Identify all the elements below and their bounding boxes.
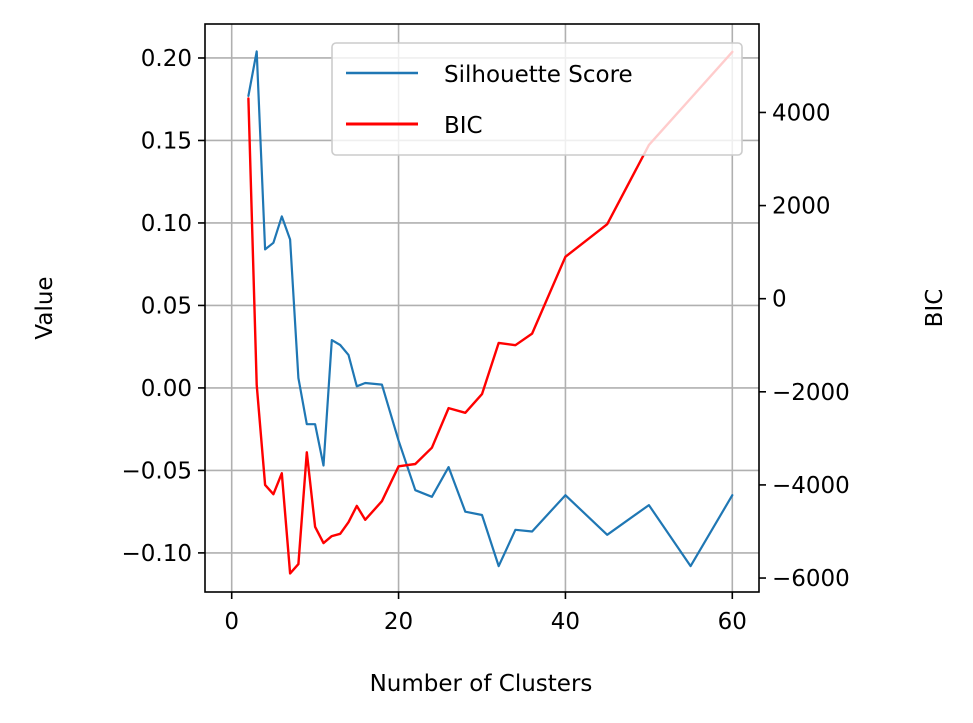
x-tick-label: 0 [224,609,239,635]
x-tick-label: 60 [718,609,747,635]
y-tick-label: 0.15 [141,128,192,154]
y-tick-label: 0.10 [141,211,192,237]
y2-axis-title: BIC [922,289,948,328]
x-axis-title: Number of Clusters [370,671,593,697]
legend-label-silhouette: Silhouette Score [444,62,633,88]
plot-area [247,50,734,575]
y2-tick-label: 4000 [772,100,831,126]
legend-label-bic: BIC [444,113,483,139]
y-tick-label: −0.05 [122,458,192,484]
legend: Silhouette Score BIC [331,42,743,156]
y-tick-label: 0.20 [141,46,192,72]
bic-line [247,50,734,575]
y-axis-title: Value [32,276,58,339]
x-tick-label: 40 [551,609,580,635]
silhouette-score-line [247,50,734,568]
legend-box [331,42,743,156]
y2-tick-label: −6000 [772,566,850,592]
axes: 0 20 40 60 −0.10 −0.05 0.00 0.05 0.10 0.15 0.20 −60… [122,46,850,635]
y-tick-label: −0.10 [122,541,192,567]
y2-tick-label: −4000 [772,473,850,499]
y2-tick-label: 2000 [772,194,831,220]
y-tick-label: 0.00 [141,376,192,402]
x-tick-label: 20 [384,609,413,635]
y2-tick-label: −2000 [772,380,850,406]
axes-frame [204,23,760,593]
y-tick-label: 0.05 [141,293,192,319]
y2-tick-label: 0 [772,287,787,313]
